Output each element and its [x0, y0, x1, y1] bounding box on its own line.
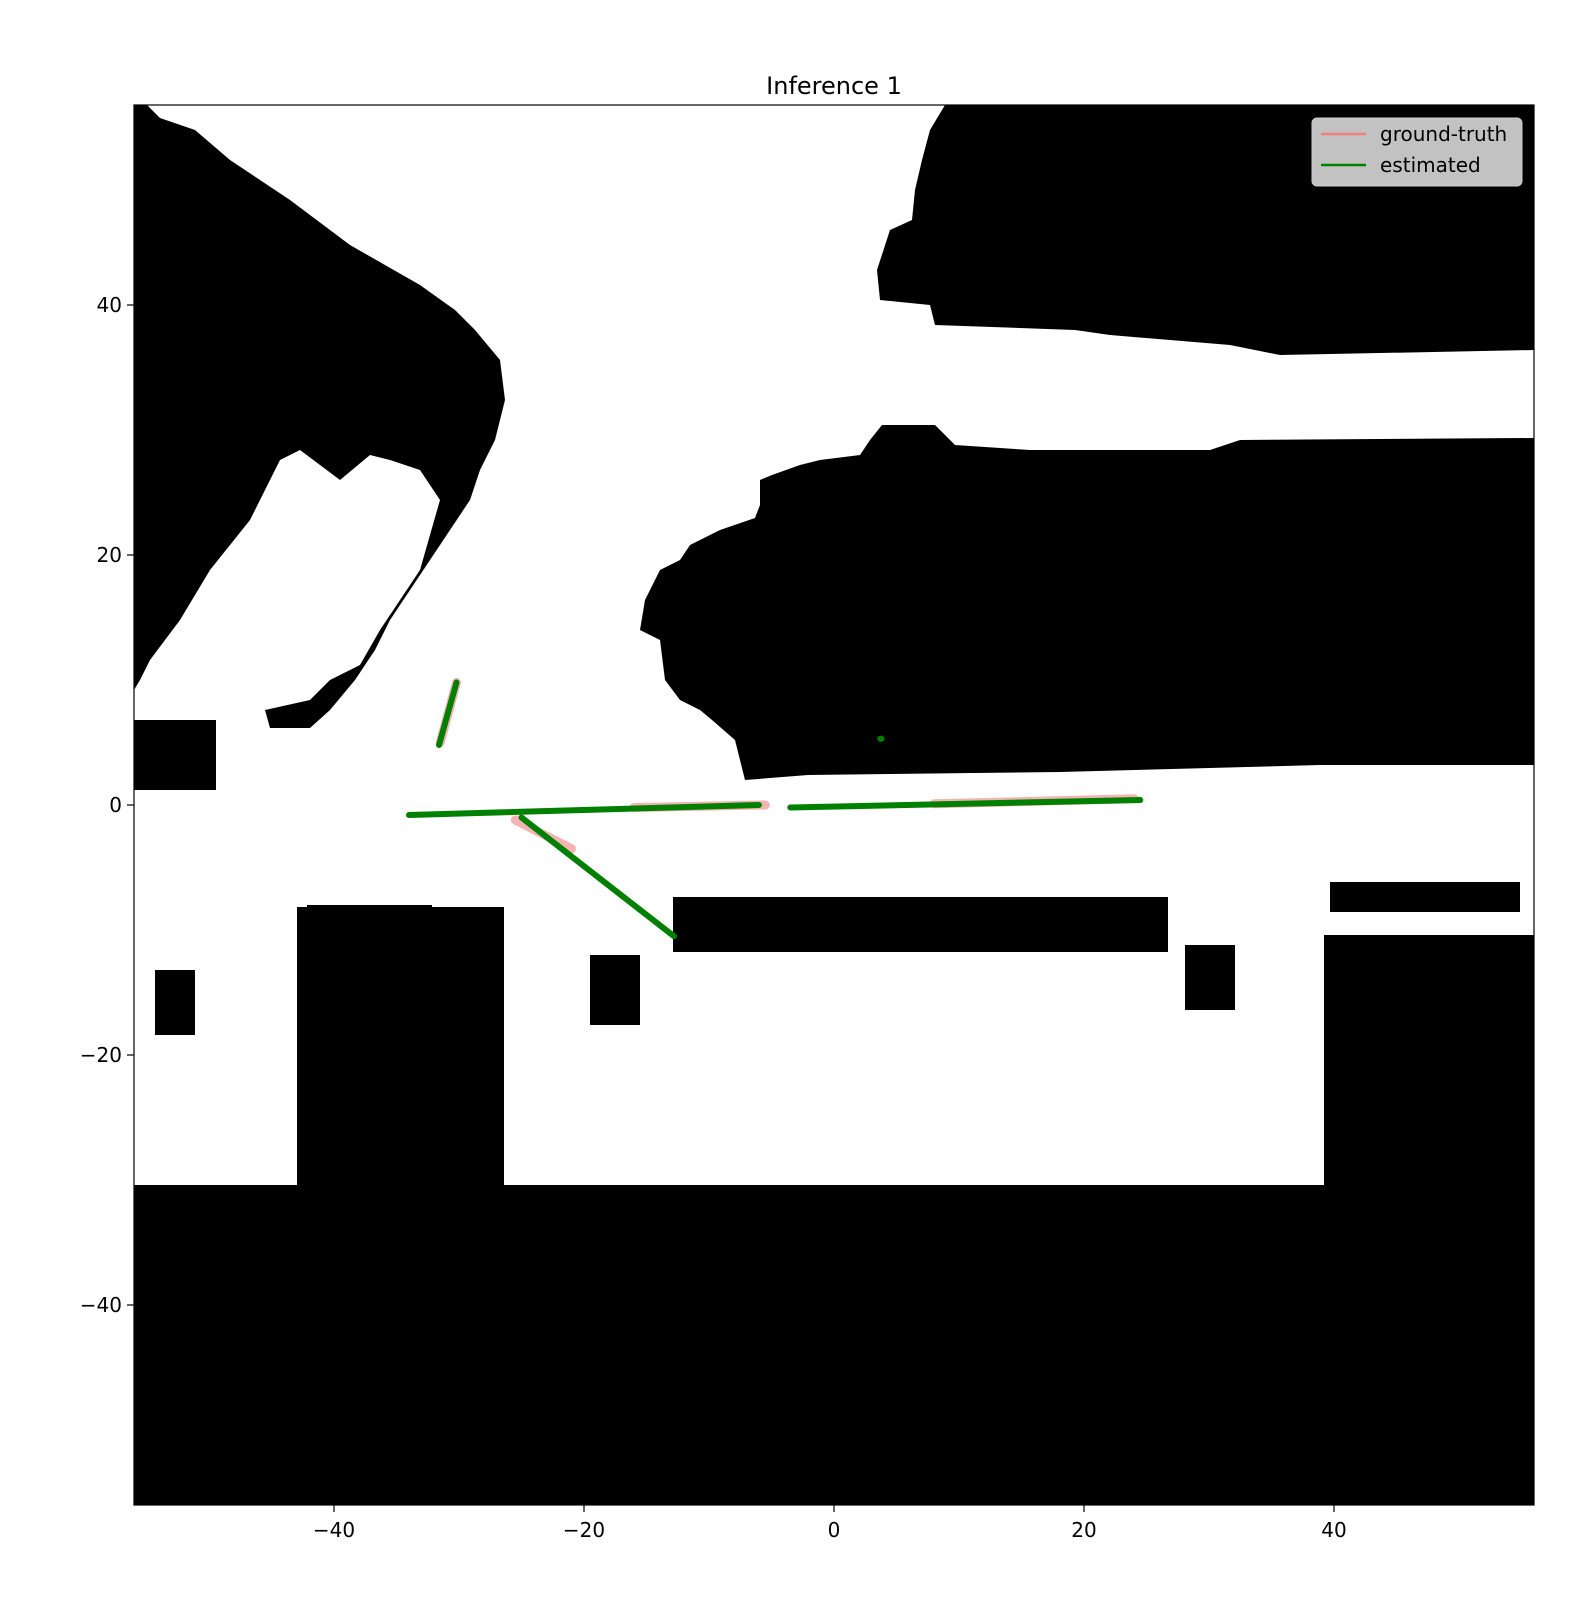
estimated-segment: [787, 797, 1144, 811]
y-tick-label: −40: [80, 1293, 122, 1317]
map-obstacle: [590, 955, 640, 1025]
y-tick-label: −20: [80, 1043, 122, 1067]
map-obstacle: [1185, 945, 1235, 1010]
map-obstacle: [673, 897, 1168, 952]
series-estimated: [406, 679, 1144, 940]
x-tick-label: 0: [828, 1518, 841, 1542]
x-tick-label: −20: [563, 1518, 605, 1542]
x-tick-label: 40: [1321, 1518, 1346, 1542]
map-obstacle: [134, 1185, 1534, 1505]
legend-ground-truth-label: ground-truth: [1380, 122, 1507, 146]
map-obstacle: [134, 105, 505, 728]
estimated-segment: [436, 679, 460, 748]
chart-title: Inference 1: [766, 72, 902, 100]
occupancy-map: [134, 105, 1534, 1505]
map-obstacle: [307, 905, 432, 940]
estimated-segment: [518, 814, 677, 940]
x-axis: −40 −20 0 20 40: [313, 1505, 1347, 1542]
map-obstacle: [134, 720, 216, 790]
x-tick-label: −40: [313, 1518, 355, 1542]
y-axis: 40 20 0 −20 −40: [80, 293, 134, 1317]
legend-estimated-label: estimated: [1380, 153, 1481, 177]
map-obstacle: [1324, 935, 1534, 1195]
estimated-segment: [406, 802, 762, 818]
y-tick-label: 40: [97, 293, 122, 317]
map-obstacle: [1330, 882, 1520, 912]
x-tick-label: 20: [1071, 1518, 1096, 1542]
map-obstacle: [297, 907, 504, 1197]
y-tick-label: 0: [109, 793, 122, 817]
y-tick-label: 20: [97, 543, 122, 567]
plot-area: [133, 104, 1535, 1506]
map-obstacle: [640, 425, 1534, 780]
map-obstacle: [155, 970, 195, 1035]
series-layer: [406, 678, 1144, 940]
legend: ground-truth estimated: [1311, 117, 1523, 187]
